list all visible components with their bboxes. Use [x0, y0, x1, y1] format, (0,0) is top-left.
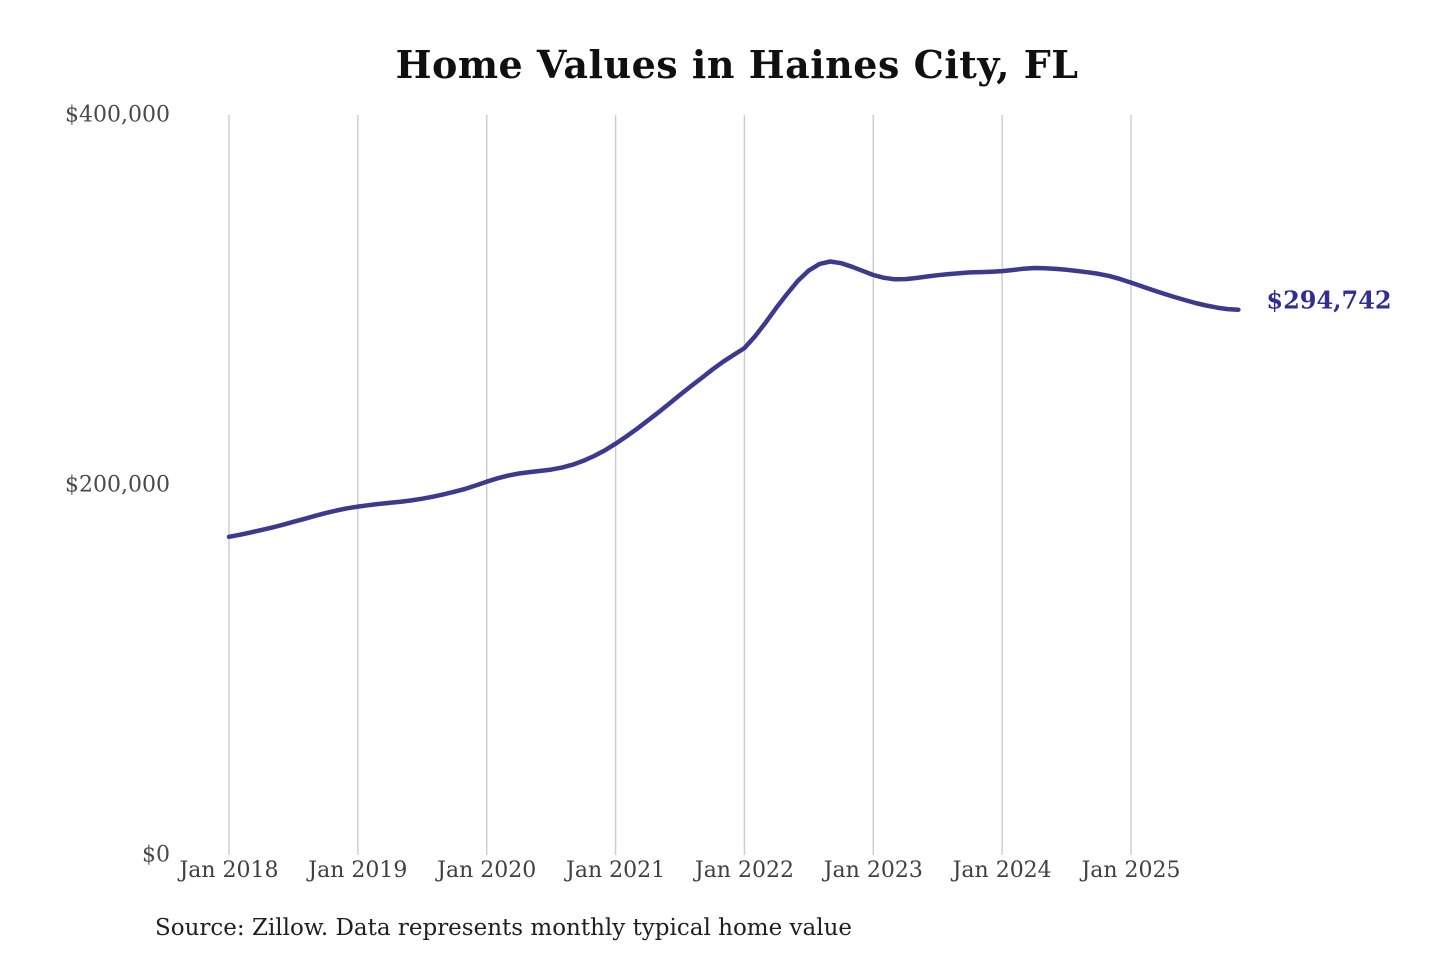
y-tick-label: $400,000	[65, 102, 170, 128]
x-tick-label: Jan 2018	[179, 858, 279, 883]
x-tick-label: Jan 2024	[952, 858, 1052, 883]
x-tick-label: Jan 2022	[694, 858, 794, 883]
chart-title: Home Values in Haines City, FL	[395, 42, 1079, 87]
x-tick-label: Jan 2021	[566, 858, 666, 883]
current-value-label: $294,742	[1266, 285, 1392, 315]
x-tick-label: Jan 2023	[823, 858, 923, 883]
x-tick-label: Jan 2025	[1081, 858, 1181, 883]
y-tick-label: $0	[142, 842, 170, 868]
source-note: Source: Zillow. Data represents monthly …	[155, 915, 853, 941]
y-tick-label: $200,000	[65, 472, 170, 498]
x-tick-label: Jan 2020	[437, 858, 537, 883]
home-value-line	[226, 259, 1241, 540]
x-tick-label: Jan 2019	[308, 858, 408, 883]
